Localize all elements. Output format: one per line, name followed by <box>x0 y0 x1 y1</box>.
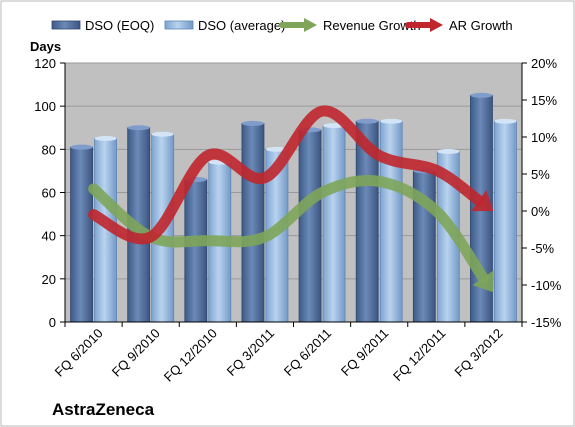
legend-label-dso-eoq: DSO (EOQ) <box>85 18 154 33</box>
y-left-tick-label: 60 <box>42 186 56 201</box>
legend-swatch-dso-average <box>164 20 194 30</box>
y-right-tick-label: -5% <box>531 241 555 256</box>
y-right-tick-label: 0% <box>531 204 550 219</box>
bar-top <box>494 118 517 124</box>
bar-dso-average <box>379 120 403 323</box>
y-left-tick-label: 40 <box>42 229 56 244</box>
y-right-tick-label: -10% <box>531 278 562 293</box>
bar-top <box>151 131 174 137</box>
bar-top <box>94 136 117 142</box>
bar-dso-eoq <box>70 146 93 323</box>
y-right-tick-label: 5% <box>531 167 550 182</box>
company-name: AstraZeneca <box>52 400 155 419</box>
growth-lines <box>88 105 494 293</box>
y-axis-title: Days <box>30 39 61 54</box>
y-right-tick-label: 10% <box>531 130 557 145</box>
y-right-tick-label: 20% <box>531 56 557 71</box>
bar-dso-eoq <box>241 123 265 323</box>
legend-arrowhead-revenue-growth <box>304 18 317 32</box>
bar-top <box>380 118 403 124</box>
bar-dso-eoq <box>298 129 322 323</box>
ar-growth-arrowhead <box>471 190 494 212</box>
y-right-tick-label: -15% <box>531 315 562 330</box>
bar-dso-average <box>322 125 346 323</box>
legend-label-ar-growth: AR Growth <box>449 18 513 33</box>
bar-top <box>241 120 264 126</box>
bar-top <box>437 148 460 154</box>
bar-top <box>127 125 150 131</box>
y-left-tick-label: 80 <box>42 142 56 157</box>
y-left-tick-label: 120 <box>34 56 56 71</box>
ar-growth-line <box>88 105 485 245</box>
y-left-tick-label: 20 <box>42 272 56 287</box>
y-right-tick-label: 15% <box>531 93 557 108</box>
revenue-growth-arrowhead <box>472 270 494 293</box>
legend-arrowhead-ar-growth <box>430 18 443 32</box>
bar-dso-average <box>494 120 517 323</box>
y-left-tick-label: 100 <box>34 99 56 114</box>
bar-dso-eoq <box>184 179 208 323</box>
legend-label-revenue-growth: Revenue Growth <box>323 18 421 33</box>
bar-top <box>70 144 93 150</box>
y-left-tick-label: 0 <box>49 315 56 330</box>
bar-top <box>356 118 379 124</box>
bar-top <box>470 92 493 98</box>
legend-label-dso-average: DSO (average) <box>198 18 285 33</box>
legend: DSO (EOQ) DSO (average) Revenue Growth AR G… <box>51 18 513 33</box>
legend-swatch-dso-eoq <box>51 20 81 30</box>
